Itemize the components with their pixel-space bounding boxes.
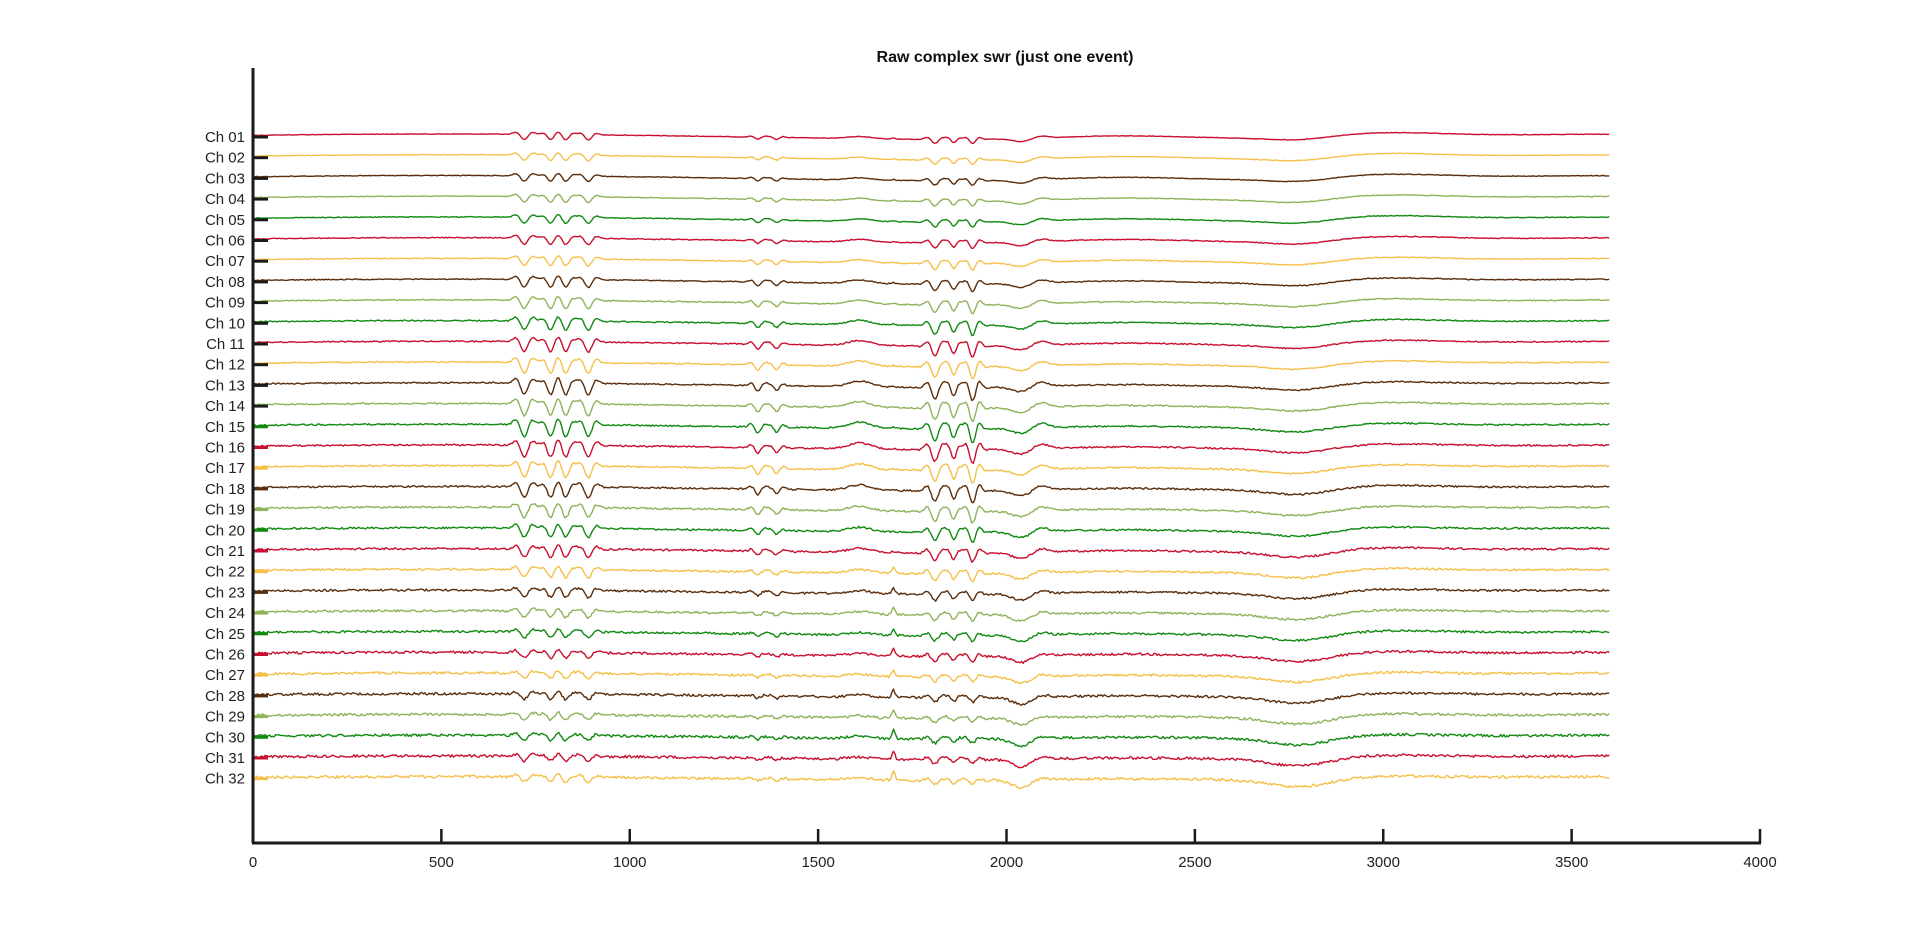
channel-labels: Ch 01 Ch 02 Ch 03 Ch 04 Ch 05 Ch 06 Ch 07 Ch 08… xyxy=(205,129,268,788)
channel-trace xyxy=(252,750,1610,769)
channel-label: Ch 09 xyxy=(205,295,245,312)
channel-trace xyxy=(252,295,1610,315)
channel-label: Ch 22 xyxy=(205,564,245,581)
channel-trace xyxy=(252,688,1610,706)
channel-label: Ch 04 xyxy=(205,191,245,208)
channel-label: Ch 30 xyxy=(205,729,245,746)
channel-label: Ch 02 xyxy=(205,150,245,167)
x-ticks: 0 500 1000 1500 2000 2500 3000 3500 4000 xyxy=(249,829,1777,871)
x-tick-label: 3500 xyxy=(1555,854,1588,871)
channel-trace xyxy=(252,152,1610,165)
channel-label: Ch 23 xyxy=(205,584,245,601)
channel-label: Ch 07 xyxy=(205,253,245,270)
x-tick-label: 0 xyxy=(249,854,257,871)
channel-label: Ch 03 xyxy=(205,170,245,187)
channel-trace xyxy=(252,565,1610,583)
channel-label: Ch 29 xyxy=(205,709,245,726)
channel-trace xyxy=(252,439,1610,464)
channel-trace xyxy=(252,606,1610,622)
channel-label: Ch 16 xyxy=(205,440,245,457)
channel-trace xyxy=(252,627,1610,643)
channel-trace xyxy=(252,193,1610,207)
channel-trace xyxy=(252,728,1610,748)
channel-trace xyxy=(253,357,1610,380)
channel-trace xyxy=(252,544,1610,563)
channel-label: Ch 01 xyxy=(205,129,245,146)
channel-label: Ch 13 xyxy=(205,377,245,394)
x-tick-label: 2000 xyxy=(990,854,1023,871)
channel-label: Ch 08 xyxy=(205,274,245,291)
channel-trace xyxy=(252,669,1610,685)
channel-trace xyxy=(252,316,1610,337)
channel-label: Ch 17 xyxy=(205,460,245,477)
x-tick-label: 1000 xyxy=(613,854,646,871)
channel-label: Ch 24 xyxy=(205,605,245,622)
channel-label: Ch 32 xyxy=(205,771,245,788)
channel-trace xyxy=(252,418,1610,444)
channel-trace xyxy=(252,131,1610,145)
channel-trace xyxy=(252,255,1610,271)
channel-trace xyxy=(252,481,1610,504)
x-tick-label: 4000 xyxy=(1743,854,1776,871)
channel-label: Ch 15 xyxy=(205,419,245,436)
channel-trace xyxy=(252,213,1610,228)
channel-label: Ch 10 xyxy=(205,315,245,332)
x-tick-label: 500 xyxy=(429,854,454,871)
channel-trace xyxy=(252,647,1610,664)
channel-trace xyxy=(252,398,1610,422)
channel-trace xyxy=(252,460,1610,484)
channel-trace xyxy=(253,172,1610,186)
axes-group xyxy=(251,68,1761,845)
channel-label: Ch 21 xyxy=(205,543,245,560)
channel-trace xyxy=(252,523,1610,543)
channel-label: Ch 31 xyxy=(205,750,245,767)
channel-label: Ch 05 xyxy=(205,212,245,229)
channel-label: Ch 06 xyxy=(205,233,245,250)
traces-group xyxy=(252,131,1610,790)
channel-label: Ch 19 xyxy=(205,502,245,519)
channel-trace xyxy=(253,234,1610,249)
chart-title: Raw complex swr (just one event) xyxy=(877,49,1134,66)
channel-label: Ch 11 xyxy=(206,336,245,353)
channel-trace xyxy=(253,709,1610,726)
channel-label: Ch 25 xyxy=(205,626,245,643)
channel-label: Ch 14 xyxy=(205,398,245,415)
channel-trace xyxy=(252,377,1610,402)
channel-label: Ch 27 xyxy=(205,667,245,684)
channel-trace xyxy=(252,275,1610,293)
x-tick-label: 2500 xyxy=(1178,854,1211,871)
x-tick-label: 1500 xyxy=(801,854,834,871)
channel-label: Ch 18 xyxy=(205,481,245,498)
channel-label: Ch 28 xyxy=(205,688,245,705)
channel-label: Ch 12 xyxy=(205,357,245,374)
channel-trace xyxy=(252,586,1610,602)
x-tick-label: 3000 xyxy=(1367,854,1400,871)
channel-trace xyxy=(252,770,1610,790)
channel-trace xyxy=(252,503,1610,524)
channel-label: Ch 20 xyxy=(205,522,245,539)
channel-trace xyxy=(252,336,1610,358)
channel-label: Ch 26 xyxy=(205,647,245,664)
